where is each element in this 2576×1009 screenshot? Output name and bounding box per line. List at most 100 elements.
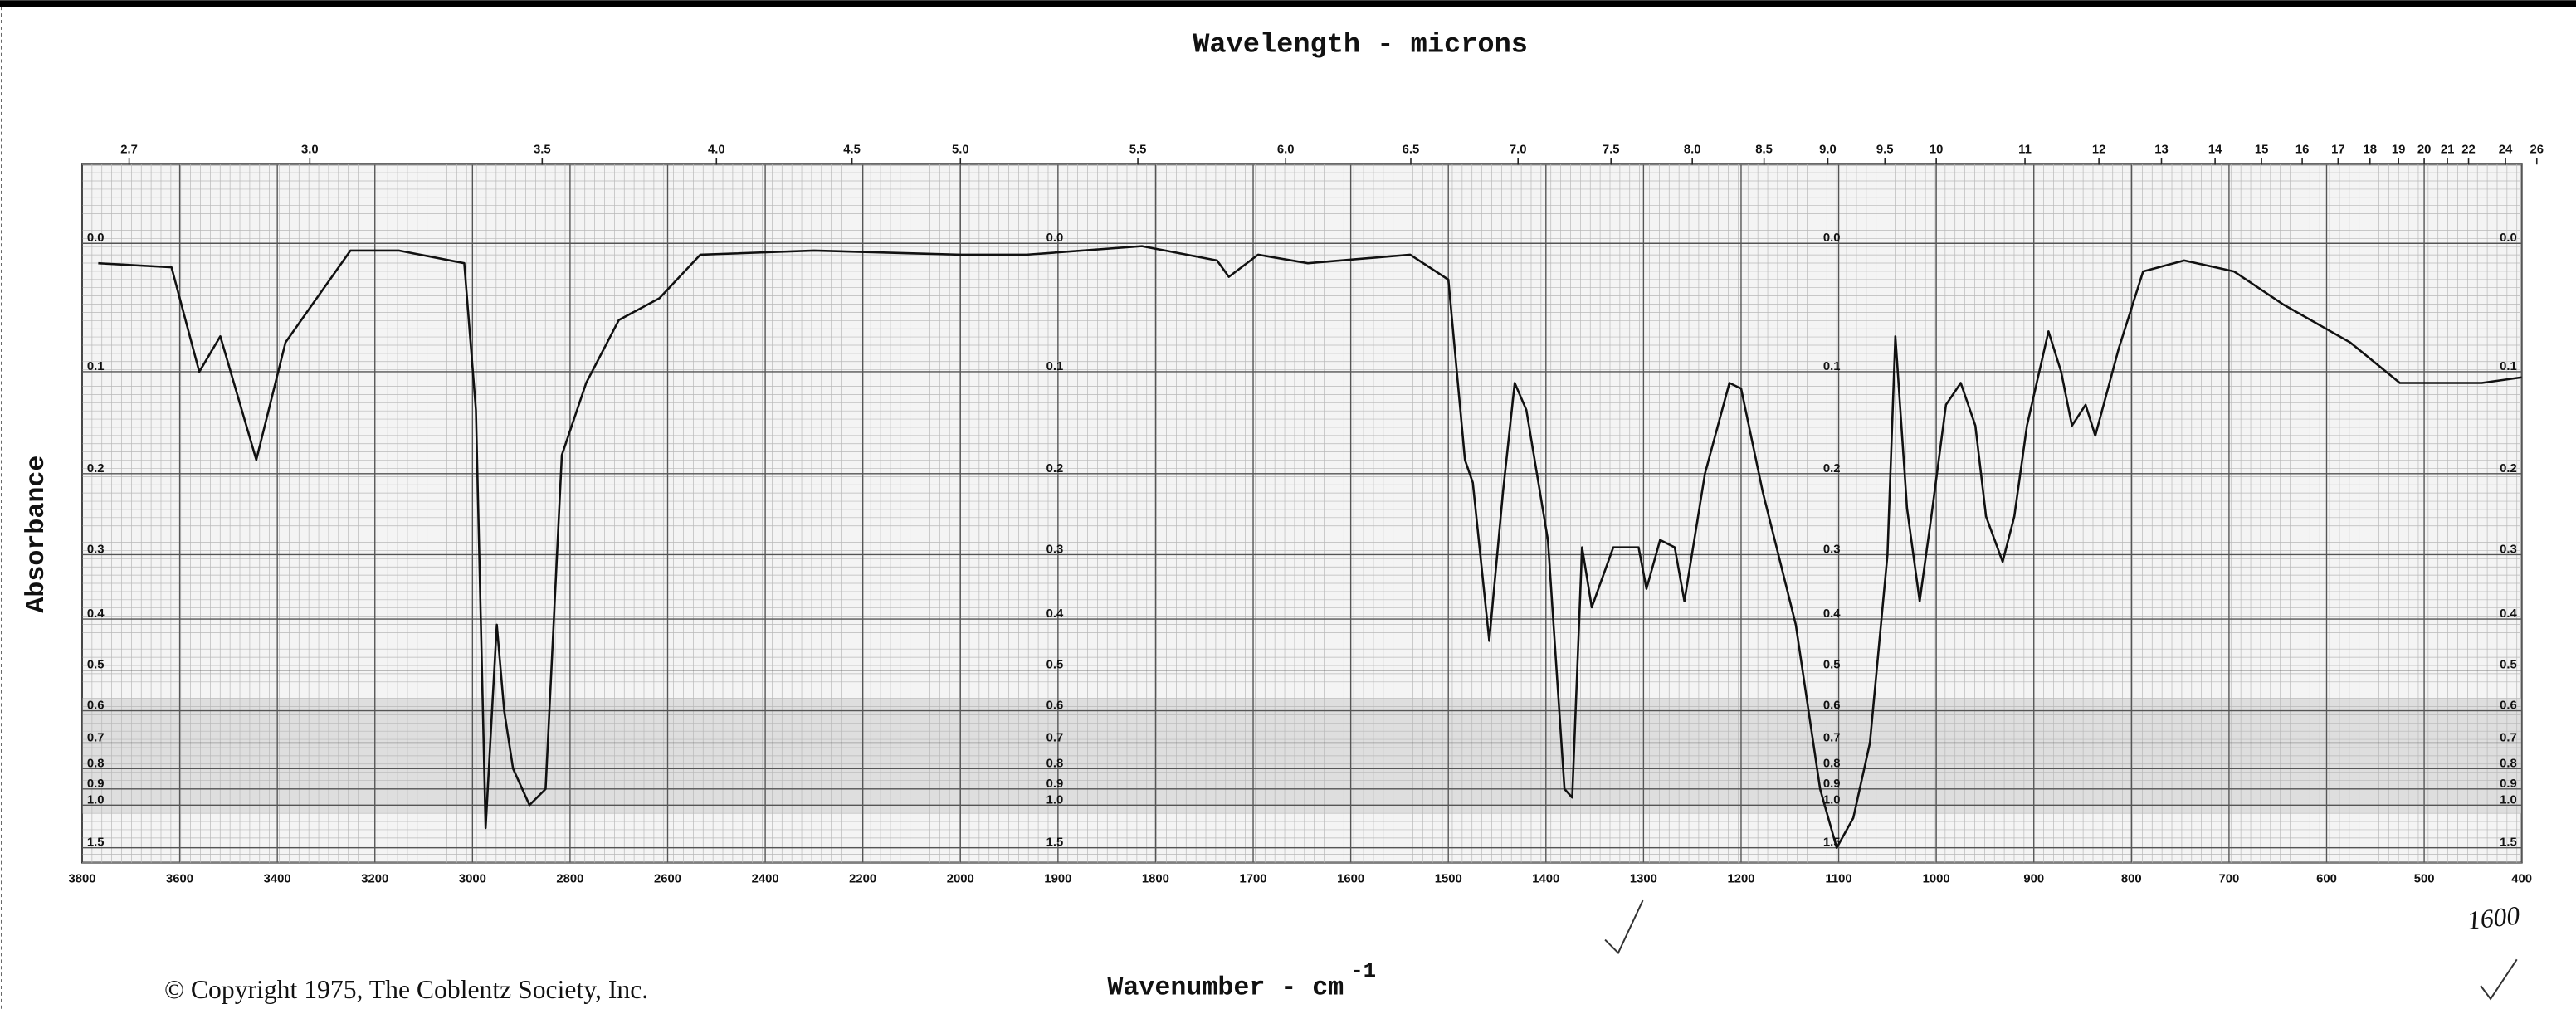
y-tick-label: 0.1 — [1046, 360, 1064, 373]
y-tick-label: 0.7 — [87, 731, 105, 744]
y-tick-label: 0.4 — [87, 607, 105, 621]
y-tick-label: 0.5 — [1823, 659, 1841, 672]
y-tick-label: 0.9 — [1823, 777, 1841, 791]
y-tick-label: 1.0 — [87, 793, 105, 807]
x2-tick-label: 16 — [2295, 143, 2310, 156]
x2-tick-label: 15 — [2255, 143, 2269, 156]
x-tick-label: 400 — [2511, 872, 2532, 885]
y-tick-label: 0.2 — [87, 462, 105, 475]
y-tick-label: 0.2 — [1823, 462, 1841, 475]
x2-tick-label: 5.0 — [952, 143, 969, 156]
x-tick-label: 1700 — [1240, 872, 1267, 885]
y-tick-label: 1.0 — [2500, 793, 2517, 807]
y-tick-label: 0.7 — [2500, 731, 2517, 744]
y-tick-label: 0.9 — [1046, 777, 1064, 791]
x-tick-label: 1500 — [1435, 872, 1462, 885]
x2-tick-label: 26 — [2530, 143, 2544, 156]
y-tick-label: 1.5 — [2500, 836, 2517, 850]
check-mark — [2480, 958, 2518, 1001]
x2-tick-label: 19 — [2392, 143, 2406, 156]
x2-tick-label: 8.5 — [1755, 143, 1773, 156]
x2-tick-label: 5.5 — [1129, 143, 1147, 156]
chart-title: Wavelength - microns — [1193, 30, 1528, 61]
x-tick-label: 2400 — [752, 872, 779, 885]
y-tick-label: 0.2 — [1046, 462, 1064, 475]
x-tick-label: 1400 — [1532, 872, 1559, 885]
x-tick-label: 3800 — [68, 872, 95, 885]
y-tick-label: 0.6 — [2500, 699, 2517, 713]
grid — [80, 163, 2523, 864]
x2-tick-label: 13 — [2154, 143, 2169, 156]
x-tick-label: 1900 — [1044, 872, 1071, 885]
x2-tick-label: 2.7 — [120, 143, 138, 156]
y-axis-label: Absorbance — [22, 456, 51, 613]
x2-tick-label: 7.0 — [1510, 143, 1527, 156]
x-tick-label: 1200 — [1727, 872, 1754, 885]
y-tick-label: 0.2 — [2500, 462, 2517, 475]
y-tick-label: 0.0 — [87, 232, 105, 245]
y-tick-label: 0.4 — [1823, 607, 1841, 621]
check-mark — [1604, 899, 1644, 955]
x2-tick-label: 4.0 — [708, 143, 725, 156]
y-tick-label: 0.4 — [2500, 607, 2517, 621]
y-tick-label: 0.5 — [1046, 659, 1064, 672]
x2-tick-label: 20 — [2417, 143, 2432, 156]
y-tick-label: 0.8 — [2500, 757, 2517, 770]
x2-tick-label: 24 — [2499, 143, 2513, 156]
y-tick-label: 1.5 — [87, 836, 105, 850]
y-tick-label: 0.9 — [87, 777, 105, 791]
x2-tick-label: 18 — [2364, 143, 2378, 156]
y-tick-label: 0.6 — [87, 699, 105, 713]
y-tick-label: 0.7 — [1823, 731, 1841, 744]
x-tick-label: 1600 — [1337, 872, 1364, 885]
x-tick-label: 3200 — [361, 872, 388, 885]
y-tick-label: 0.3 — [2500, 543, 2517, 556]
x2-tick-label: 7.5 — [1603, 143, 1620, 156]
x2-tick-label: 10 — [1930, 143, 1944, 156]
y-tick-label: 1.5 — [1046, 836, 1064, 850]
x-tick-label: 800 — [2121, 872, 2142, 885]
y-tick-label: 0.4 — [1046, 607, 1064, 621]
x2-tick-label: 3.0 — [301, 143, 319, 156]
x2-tick-label: 17 — [2331, 143, 2345, 156]
handwritten-note: 1600 — [2466, 901, 2521, 935]
x-tick-label: 2800 — [556, 872, 583, 885]
y-tick-label: 0.5 — [2500, 659, 2517, 672]
y-tick-label: 0.8 — [1046, 757, 1064, 770]
x2-tick-label: 4.5 — [843, 143, 861, 156]
y-tick-label: 0.9 — [2500, 777, 2517, 791]
x-axis-label: Wavenumber - cm — [1107, 972, 1344, 1002]
x2-tick-label: 11 — [2018, 143, 2032, 156]
x-tick-label: 2000 — [947, 872, 974, 885]
x2-tick-label: 3.5 — [534, 143, 551, 156]
x2-tick-label: 8.0 — [1684, 143, 1701, 156]
y-tick-label: 0.1 — [2500, 360, 2517, 373]
y-tick-label: 0.0 — [1823, 232, 1841, 245]
x-tick-label: 3600 — [166, 872, 193, 885]
y-tick-label: 0.8 — [1823, 757, 1841, 770]
y-tick-label: 0.1 — [87, 360, 105, 373]
spectrum-line — [98, 245, 2522, 850]
x-tick-label: 1100 — [1825, 872, 1852, 885]
x-tick-label: 700 — [2219, 872, 2240, 885]
x-axis-label-superscript: -1 — [1350, 959, 1376, 983]
y-tick-label: 1.0 — [1823, 793, 1841, 807]
x2-tick-label: 12 — [2092, 143, 2106, 156]
y-tick-label: 0.3 — [87, 543, 105, 556]
y-tick-label: 0.0 — [2500, 232, 2517, 245]
x-tick-label: 1800 — [1142, 872, 1169, 885]
y-tick-label: 0.1 — [1823, 360, 1841, 373]
x-tick-label: 3400 — [264, 872, 291, 885]
x2-tick-label: 21 — [2441, 143, 2455, 156]
footer: © Copyright 1975, The Coblentz Society, … — [164, 975, 648, 1004]
y-tick-label: 0.0 — [1046, 232, 1064, 245]
x-tick-label: 2200 — [849, 872, 876, 885]
x2-tick-label: 9.5 — [1876, 143, 1894, 156]
x-tick-label: 1300 — [1630, 872, 1657, 885]
y-tick-label: 0.5 — [87, 659, 105, 672]
y-tick-label: 1.0 — [1046, 793, 1064, 807]
x2-tick-label: 14 — [2208, 143, 2222, 156]
x2-tick-label: 6.5 — [1403, 143, 1420, 156]
x-tick-label: 900 — [2023, 872, 2044, 885]
